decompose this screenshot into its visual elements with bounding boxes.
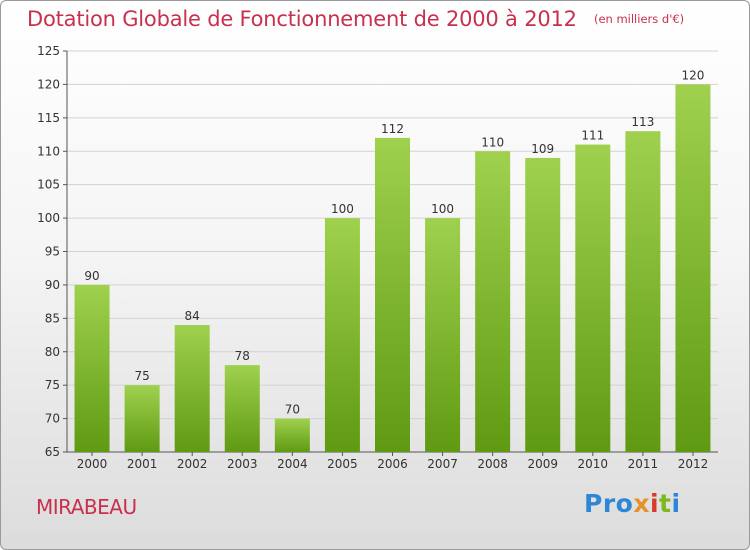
x-tick-label: 2011 [628, 457, 659, 471]
bar [675, 84, 711, 453]
x-tick-label: 2005 [327, 457, 358, 471]
bar [224, 365, 260, 452]
y-tick-label: 85 [45, 311, 60, 325]
x-axis-labels: 2000 2001 2002 2003 2004 2005 2006 2007 2008 2009… [77, 452, 708, 471]
bar-value-label: 100 [431, 202, 454, 216]
bar [575, 144, 611, 453]
chart-title: Dotation Globale de Fonctionnement de 20… [27, 7, 577, 31]
bar-value-label: 110 [481, 135, 504, 149]
y-tick-label: 70 [45, 412, 60, 426]
y-tick-label: 80 [45, 345, 60, 359]
bars [74, 84, 711, 453]
bar-value-label: 75 [134, 369, 149, 383]
y-tick-label: 120 [37, 77, 60, 91]
y-tick-label: 75 [45, 378, 60, 392]
y-tick-label: 100 [37, 211, 60, 225]
bar [324, 218, 360, 452]
y-tick-label: 110 [37, 144, 60, 158]
y-tick-label: 65 [45, 445, 60, 459]
x-tick-label: 2009 [527, 457, 558, 471]
bar-value-label: 112 [381, 122, 404, 136]
y-tick-label: 95 [45, 245, 60, 259]
bar-value-label: 78 [235, 349, 250, 363]
bar [525, 157, 561, 452]
bar-value-label: 70 [285, 403, 300, 417]
bar-value-label: 100 [331, 202, 354, 216]
bar-value-label: 90 [84, 269, 99, 283]
bar [174, 325, 210, 452]
x-tick-label: 2007 [427, 457, 458, 471]
bar [625, 131, 661, 452]
logo-part: x [633, 489, 650, 518]
x-tick-label: 2003 [227, 457, 258, 471]
bar [375, 137, 410, 452]
bar [475, 151, 511, 452]
x-tick-label: 2012 [678, 457, 709, 471]
logo-part: i [671, 489, 681, 518]
x-tick-label: 2001 [127, 457, 158, 471]
town-name: MIRABEAU [36, 495, 137, 519]
chart-subtitle: (en milliers d'€) [593, 12, 685, 26]
bar [274, 418, 310, 452]
y-tick-label: 105 [37, 178, 60, 192]
logo-part: t [659, 489, 672, 518]
x-tick-label: 2008 [477, 457, 508, 471]
chart-title-row: Dotation Globale de Fonctionnement de 20… [27, 7, 684, 31]
data-labels: 90 75 84 78 70 100 112 100 110 109 111 113 120 [84, 68, 704, 416]
y-tick-label: 115 [37, 111, 60, 125]
logo-part: i [649, 489, 660, 518]
bar [124, 385, 160, 452]
bar [74, 284, 110, 452]
y-tick-label: 90 [45, 278, 60, 292]
bar-value-label: 120 [682, 68, 705, 82]
bar-value-label: 111 [581, 129, 604, 143]
x-tick-label: 2002 [177, 457, 208, 471]
x-tick-label: 2000 [77, 457, 108, 471]
bar-value-label: 84 [185, 309, 200, 323]
x-tick-label: 2006 [377, 457, 408, 471]
x-tick-label: 2010 [578, 457, 609, 471]
proxiti-logo: Proxiti [584, 489, 681, 518]
x-tick-label: 2004 [277, 457, 308, 471]
y-tick-label: 125 [37, 44, 60, 58]
logo-part: Pro [584, 489, 634, 518]
bar [425, 218, 461, 452]
bar-value-label: 113 [631, 115, 654, 129]
bar-value-label: 109 [531, 142, 554, 156]
